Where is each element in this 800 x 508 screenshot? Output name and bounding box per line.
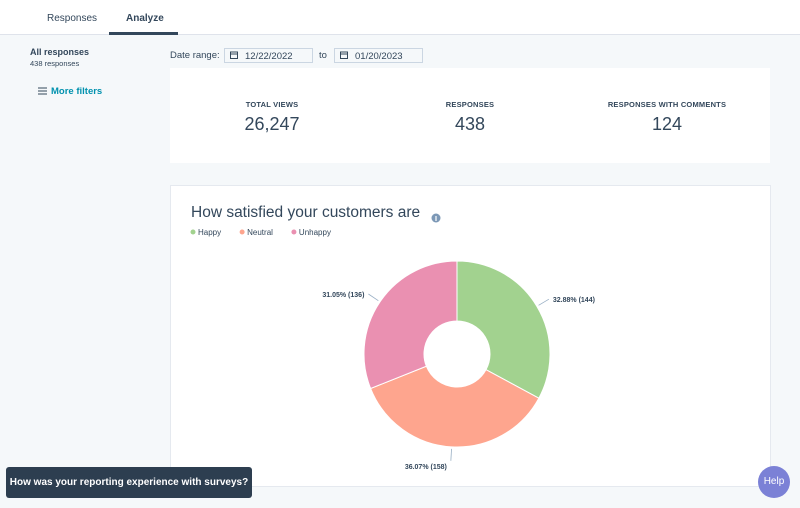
value-label: 32.88% (144) bbox=[553, 297, 595, 304]
chart: How satisfied your customers are Happy Ne… bbox=[190, 204, 595, 471]
stat-value: 26,247 bbox=[244, 114, 300, 134]
tab[interactable]: Responses bbox=[47, 13, 98, 24]
stats-card bbox=[170, 68, 770, 163]
date-label: Date range: bbox=[170, 50, 220, 61]
date-to-label: to bbox=[319, 50, 327, 61]
stat-value: 438 bbox=[454, 114, 486, 134]
calendar-icon bbox=[340, 51, 348, 59]
stat-label: TOTAL VIEWS bbox=[245, 100, 299, 109]
donut-slice bbox=[363, 260, 458, 390]
stat-label: RESPONSES bbox=[445, 100, 495, 109]
date-from[interactable]: 12/22/2022 bbox=[224, 48, 313, 63]
filter-icon bbox=[38, 87, 47, 95]
tab-bar bbox=[0, 0, 800, 35]
feedback-prompt[interactable]: How was your reporting experience with s… bbox=[6, 467, 252, 498]
more-filters[interactable]: More filters bbox=[51, 86, 103, 97]
sidebar-subtitle: 438 responses bbox=[30, 59, 80, 68]
leader-line bbox=[368, 293, 379, 302]
calendar-icon bbox=[230, 51, 238, 59]
tab-underline bbox=[109, 32, 178, 35]
date-to[interactable]: 01/20/2023 bbox=[334, 48, 423, 63]
chart-title: How satisfied your customers are bbox=[191, 204, 420, 221]
legend-label: Happy bbox=[198, 228, 221, 237]
leader-line bbox=[538, 298, 550, 306]
legend-swatch bbox=[291, 229, 297, 235]
info-icon bbox=[431, 213, 441, 223]
legend-label: Unhappy bbox=[299, 228, 331, 237]
donut-slice bbox=[456, 260, 551, 399]
help-button[interactable]: Help bbox=[758, 466, 790, 498]
value-label: 36.07% (158) bbox=[405, 464, 447, 471]
sidebar-title: All responses bbox=[30, 47, 90, 57]
donut-slice bbox=[369, 365, 540, 448]
leader-line bbox=[450, 448, 452, 461]
stat-value: 124 bbox=[651, 114, 683, 134]
legend-swatch bbox=[239, 229, 245, 235]
tab-active[interactable]: Analyze bbox=[126, 13, 164, 24]
value-label: 31.05% (136) bbox=[322, 292, 364, 299]
legend-swatch bbox=[190, 229, 196, 235]
stat-label: RESPONSES WITH COMMENTS bbox=[607, 100, 727, 109]
legend-label: Neutral bbox=[247, 228, 273, 237]
